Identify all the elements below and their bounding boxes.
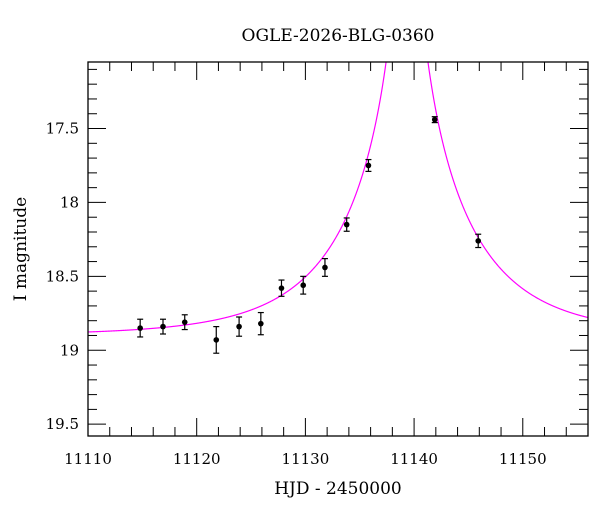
x-tick-label: 11140 — [390, 450, 438, 468]
point-marker — [343, 221, 350, 228]
tick-labels: 11110 11120 11130 11140 11150 17.5 18 18.5 19 19.… — [46, 120, 547, 468]
y-tick-label: 19.5 — [46, 415, 79, 433]
data-point — [181, 314, 188, 331]
data-point — [431, 116, 438, 124]
chart-title: OGLE-2026-BLG-0360 — [242, 26, 435, 46]
data-points — [137, 116, 482, 354]
point-marker — [181, 319, 188, 325]
data-point — [278, 279, 285, 297]
point-marker — [475, 238, 482, 244]
model-curve — [88, 62, 588, 333]
data-point — [257, 311, 264, 336]
data-point — [343, 217, 350, 232]
point-marker — [365, 162, 372, 169]
point-marker — [137, 325, 143, 331]
point-marker — [278, 285, 285, 291]
point-marker — [322, 264, 328, 271]
y-tick-label: 18 — [60, 193, 79, 211]
y-tick-label: 17.5 — [46, 120, 79, 138]
point-marker — [431, 116, 438, 123]
data-point — [137, 318, 144, 338]
x-tick-label: 11130 — [282, 450, 330, 468]
data-point — [213, 326, 220, 354]
x-tick-label: 11150 — [499, 450, 547, 468]
data-point — [236, 316, 243, 337]
point-marker — [160, 323, 166, 330]
x-tick-label: 11120 — [173, 450, 221, 468]
y-axis-label: I magnitude — [11, 197, 31, 301]
point-marker — [300, 282, 307, 289]
x-axis-label: HJD - 2450000 — [274, 479, 402, 499]
point-marker — [213, 337, 220, 343]
axis-ticks — [87, 62, 589, 436]
data-point — [475, 233, 482, 249]
data-point — [300, 275, 307, 295]
point-marker — [236, 323, 242, 330]
plot-frame — [87, 61, 589, 437]
data-point — [321, 258, 328, 277]
point-marker — [258, 320, 264, 327]
data-point — [160, 318, 166, 335]
model-curve-group — [88, 62, 588, 333]
y-tick-label: 19 — [60, 341, 79, 359]
data-point — [365, 158, 372, 172]
y-tick-label: 18.5 — [46, 267, 79, 285]
x-tick-label: 11110 — [64, 450, 112, 468]
